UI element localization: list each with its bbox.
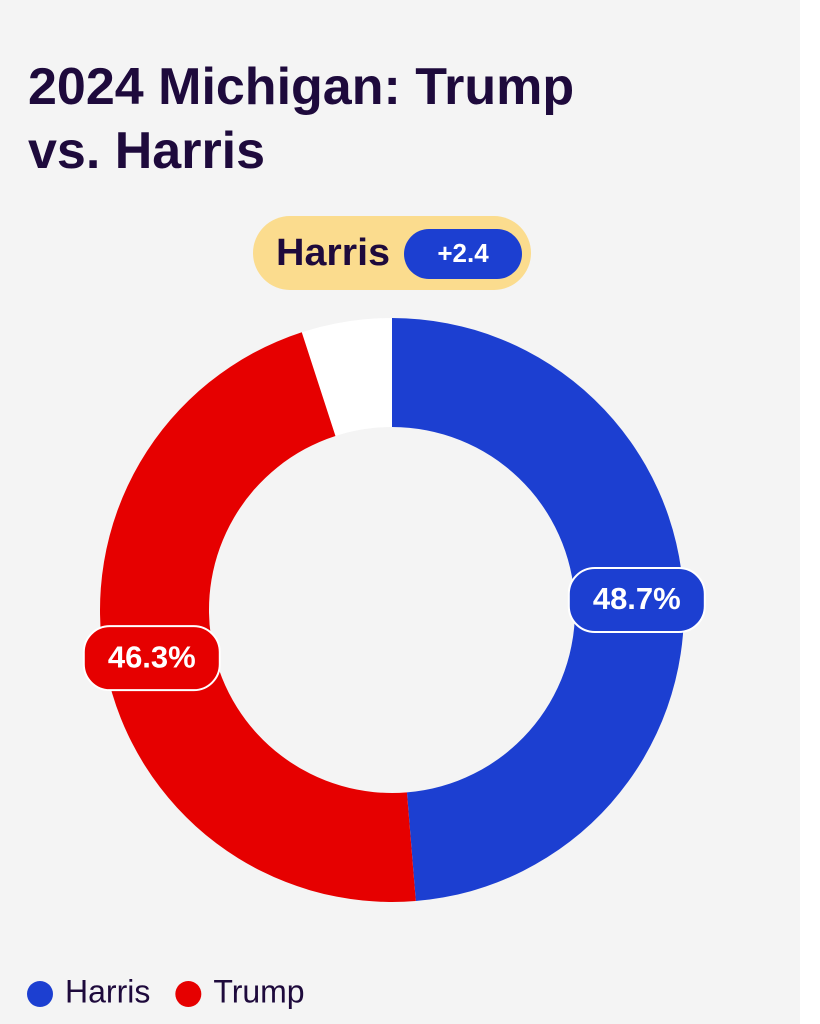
- legend-label: Trump: [213, 973, 304, 1009]
- legend-marker: [27, 981, 53, 1007]
- value-label: 48.7%: [593, 581, 681, 616]
- value-label: 46.3%: [108, 639, 196, 674]
- lead-value: +2.4: [437, 238, 489, 268]
- donut-slice: [100, 332, 416, 902]
- chart-title: 2024 Michigan: Trump vs. Harris: [28, 58, 574, 180]
- lead-badge: Harris +2.4: [253, 216, 531, 290]
- leader-name: Harris: [276, 232, 390, 274]
- value-label-pill: [567, 566, 706, 633]
- lead-pill: [404, 229, 522, 279]
- legend-label: Harris: [65, 973, 150, 1009]
- value-label-pill: [82, 625, 221, 692]
- legend-marker: [175, 981, 202, 1007]
- donut-slice: [392, 318, 684, 902]
